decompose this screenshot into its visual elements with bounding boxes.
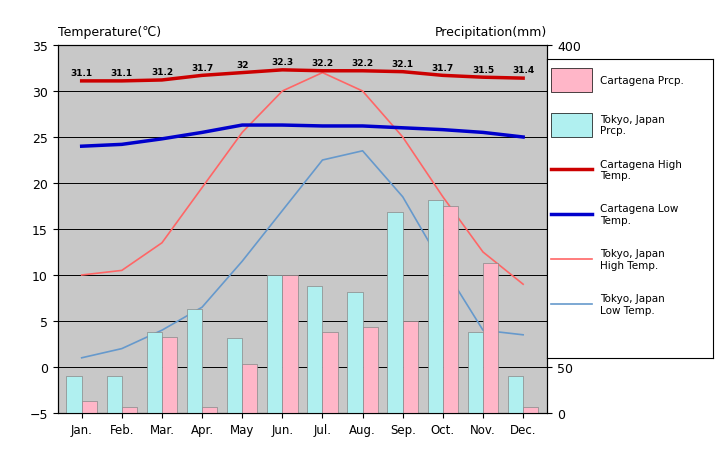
Bar [147,332,162,413]
Text: 31.2: 31.2 [151,68,173,77]
Bar [186,309,202,413]
Bar [523,408,539,413]
Text: Temperature(℃): Temperature(℃) [58,26,161,39]
Bar [387,212,402,413]
Bar [323,332,338,413]
Bar [508,376,523,413]
Text: Cartagena Low
Temp.: Cartagena Low Temp. [600,204,678,225]
Bar [468,332,483,413]
Bar [363,327,378,413]
Bar [107,376,122,413]
Text: Tokyo, Japan
Low Temp.: Tokyo, Japan Low Temp. [600,294,665,315]
Bar [81,401,97,413]
Bar [267,275,282,413]
Bar [122,408,137,413]
FancyBboxPatch shape [551,113,592,137]
Text: 31.4: 31.4 [512,66,534,75]
Text: Precipitation(mm): Precipitation(mm) [435,26,547,39]
Text: 32.2: 32.2 [351,59,374,68]
Bar [202,408,217,413]
Bar [242,364,258,413]
Text: Cartagena Prcp.: Cartagena Prcp. [600,76,684,85]
Bar [402,321,418,413]
Text: Tokyo, Japan
High Temp.: Tokyo, Japan High Temp. [600,249,665,270]
Text: 31.1: 31.1 [111,69,133,78]
Text: 31.7: 31.7 [191,63,213,73]
Bar [443,207,458,413]
Text: 32.2: 32.2 [312,59,333,68]
Text: 31.1: 31.1 [71,69,93,78]
Bar [162,337,177,413]
Bar [483,263,498,413]
Text: 31.7: 31.7 [432,63,454,73]
Bar [307,286,323,413]
Text: Cartagena High
Temp.: Cartagena High Temp. [600,159,682,181]
Bar [347,293,363,413]
Text: 31.5: 31.5 [472,65,494,74]
Bar [66,376,81,413]
Bar [282,275,297,413]
Text: 32.1: 32.1 [392,60,414,69]
Bar [428,201,443,413]
FancyBboxPatch shape [551,69,592,92]
Text: 32.3: 32.3 [271,58,293,67]
Text: 32: 32 [236,61,248,70]
Bar [227,339,242,413]
Text: Tokyo, Japan
Prcp.: Tokyo, Japan Prcp. [600,115,665,136]
